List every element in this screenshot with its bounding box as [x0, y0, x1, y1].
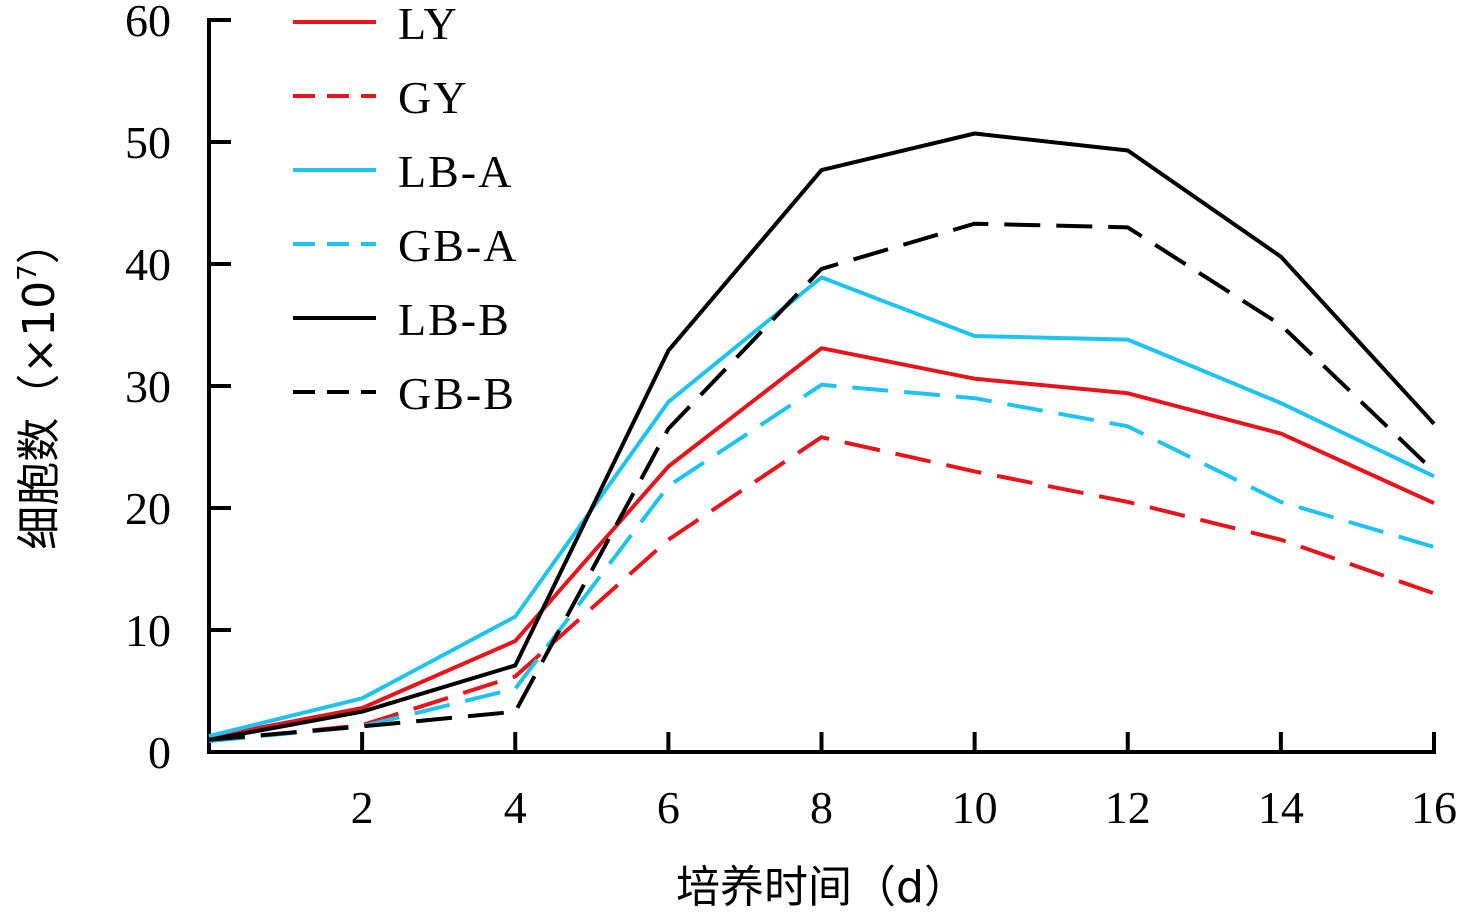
x-tick-label-4: 4 [504, 782, 527, 833]
y-tick-label-50: 50 [125, 117, 171, 168]
y-tick-label-60: 60 [125, 0, 171, 46]
legend-label-lb-a: LB-A [398, 146, 513, 197]
legend-label-gb-a: GB-A [398, 220, 518, 271]
series-line-gb-a [208, 382, 1435, 743]
x-tick-label-2: 2 [351, 782, 374, 833]
x-axis-title: 培养时间（d） [676, 862, 968, 913]
series-line-gb-b [208, 221, 1436, 742]
series-line-lb-a [208, 275, 1435, 739]
x-tick-label-10: 10 [952, 782, 998, 833]
series-line-ly [208, 346, 1435, 740]
y-tick-label-0: 0 [148, 727, 171, 778]
axis-labels: 培养时间（d） 细胞数（×107） [13, 220, 968, 913]
legend-label-ly: LY [398, 0, 459, 49]
y-tick-label-40: 40 [125, 239, 171, 290]
x-tick-label-16: 16 [1411, 782, 1457, 833]
axes: 0 10 20 30 40 50 60 2 4 6 8 10 12 14 16 [125, 0, 1457, 833]
x-tick-label-14: 14 [1258, 782, 1304, 833]
series-layer [208, 131, 1436, 743]
legend-label-gy: GY [398, 72, 468, 123]
y-axis-title-close: ） [14, 220, 65, 264]
y-tick-label-10: 10 [125, 605, 171, 656]
y-tick-label-20: 20 [125, 483, 171, 534]
y-tick-label-30: 30 [125, 361, 171, 412]
x-tick-label-8: 8 [810, 782, 833, 833]
legend: LY GY LB-A GB-A LB-B GB-B [293, 0, 518, 419]
y-axis-title-exponent: 7 [13, 264, 43, 281]
series-line-lb-b [208, 131, 1436, 742]
legend-label-lb-b: LB-B [398, 294, 511, 345]
y-axis-title: 细胞数（×107） [13, 220, 65, 549]
legend-label-gb-b: GB-B [398, 368, 516, 419]
series-line-gy [208, 435, 1435, 743]
y-axis-title-main: 细胞数（×10 [14, 281, 65, 550]
x-tick-label-12: 12 [1105, 782, 1151, 833]
x-tick-label-6: 6 [657, 782, 680, 833]
